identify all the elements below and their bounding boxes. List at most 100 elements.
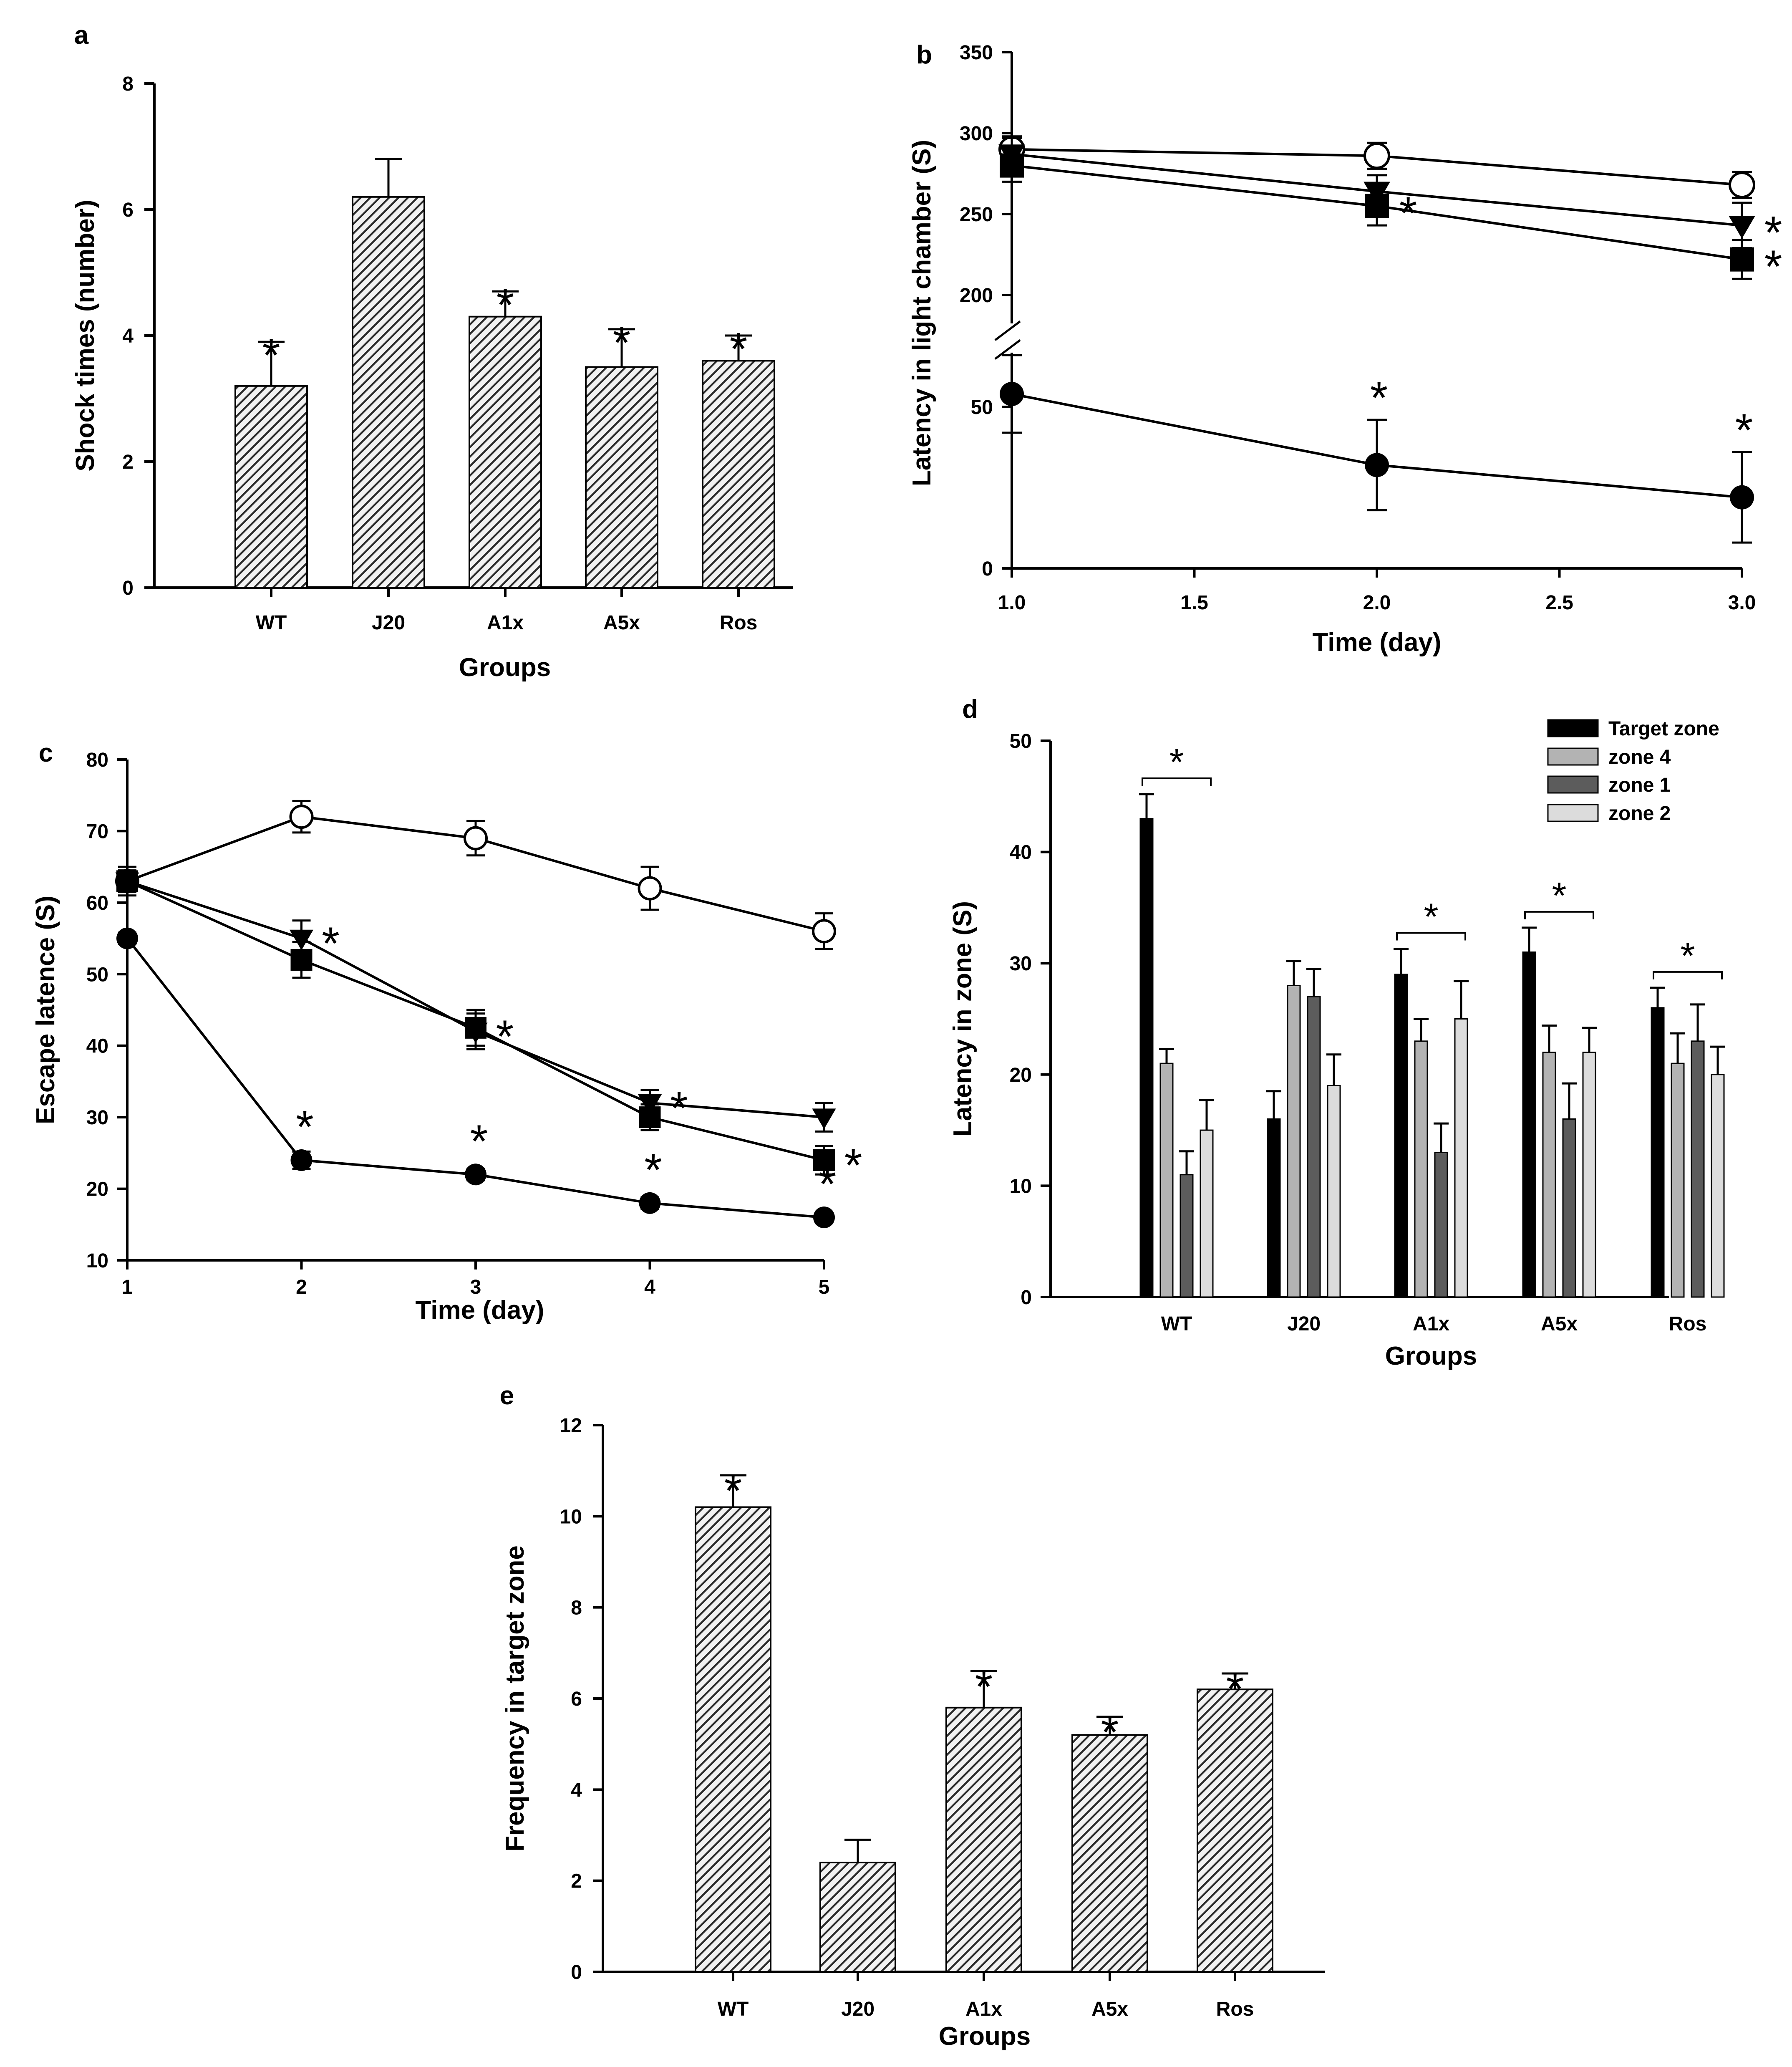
panel-b-axis-break [994,339,1021,360]
panel-d-bar-WT-zone-4 [1159,1063,1174,1298]
panel-e-xtick-label: A5x [1091,1998,1128,2020]
panel-d-ytick-label: 40 [1010,842,1032,864]
panel-d-xtick-label: WT [1161,1313,1192,1335]
panel-c-ylabel: Escape latence (S) [31,896,60,1124]
panel-d-ytick-label: 50 [1010,730,1032,752]
panel-b-marker-open-circle [1729,172,1755,199]
panel-d-ylabel: Latency in zone (S) [948,901,977,1137]
panel-b-marker-filled-square [1730,247,1754,272]
panel-b-letter: b [916,40,932,69]
panel-e-xtick-label: A1x [965,1998,1002,2020]
panel-b-xtick-label: 1.0 [998,592,1026,614]
panel-b-ytick-label: 200 [960,285,993,307]
panel-b-marker-open-circle [1364,142,1390,169]
panel-c-significance: * [844,1140,862,1191]
panel-d-bar-Ros-target-zone [1651,1007,1665,1298]
panel-a-xtick-label: Ros [720,612,758,634]
panel-b-marker-filled-square [1365,194,1389,218]
panel-e-ytick-label: 6 [571,1688,582,1710]
panel-b-ytick-label: 50 [971,396,993,419]
panel-d-xlabel: Groups [1385,1342,1477,1370]
panel-c-marker-filled-square [290,949,313,971]
panel-d-legend-label: zone 2 [1608,803,1671,825]
panel-c-marker-open-circle [289,805,314,829]
panel-e: e 0 2 4 6 8 10 12 WT * J20 A1x * A5x * Ros * Groups Freque… [500,1381,1325,2051]
panel-b-ytick-label: 0 [982,558,993,580]
panel-d-significance-bracket [1142,777,1212,786]
panel-a-bar-Ros [702,360,775,588]
panel-c-marker-open-circle [812,919,836,944]
panel-a-significance: * [497,279,514,331]
panel-c-marker-open-circle [464,826,488,851]
panel-d-bar-Ros-zone-1 [1691,1040,1705,1298]
panel-e-significance: * [724,1465,742,1517]
panel-d-legend-swatch [1547,775,1599,794]
panel-b-xlabel: Time (day) [1313,628,1442,657]
panel-e-xtick-label: J20 [841,1998,875,2020]
panel-b-significance: * [1399,188,1417,239]
panel-e-bar-A5x [1071,1734,1148,1973]
panel-e-bar-Ros [1197,1688,1273,1973]
panel-b-significance: * [1764,241,1782,293]
panel-c-ytick-label: 80 [86,749,108,771]
panel-d-legend-label: Target zone [1608,718,1719,740]
panel-c-significance: * [819,1158,837,1210]
panel-d-ytick-label: 30 [1010,953,1032,975]
panel-c-significance: * [496,1011,514,1062]
panel-a-significance: * [730,323,748,375]
panel-e-ylabel: Frequency in target zone [501,1545,529,1852]
panel-d-significance: * [1424,896,1438,938]
panel-e-bar-WT [695,1506,771,1973]
panel-a-xtick-label: WT [256,612,287,634]
panel-d-xtick-label: Ros [1669,1313,1707,1335]
panel-e-ytick-label: 10 [560,1506,582,1528]
panel-c-ytick-label: 10 [86,1250,108,1272]
panel-d: d 0 10 20 30 40 50 WT * J20 A1x * A5x * Ros * Target zon… [948,695,1725,1370]
panel-e-letter: e [500,1381,514,1410]
panel-d-ytick-label: 20 [1010,1064,1032,1086]
panel-d-bar-J20-zone-4 [1287,985,1301,1298]
panel-d-bar-WT-zone-1 [1180,1174,1194,1298]
panel-d-significance: * [1680,935,1695,977]
panel-c-significance: * [296,1101,314,1153]
panel-b-ylabel: Latency in light chamber (S) [907,140,936,486]
panel-d-bar-J20-zone-2 [1327,1085,1341,1298]
panel-c-significance: * [322,918,340,969]
panel-b-marker-filled-circle [1365,453,1389,477]
panel-c-marker-filled-circle [116,927,138,949]
panel-d-significance: * [1552,875,1566,917]
panel-d-bar-A5x-zone-2 [1582,1051,1596,1298]
panel-b-marker-filled-square [1000,153,1024,178]
panel-e-xlabel: Groups [939,2022,1031,2051]
panel-c-marker-filled-circle [290,1149,313,1171]
panel-e-ytick-label: 0 [571,1961,582,1984]
panel-a-bar-WT [234,385,308,588]
panel-d-bar-A5x-zone-1 [1562,1118,1576,1298]
panel-d-bar-A1x-target-zone [1394,974,1408,1298]
panel-b-significance: * [1735,404,1753,456]
panel-d-ytick-label: 10 [1010,1175,1032,1197]
panel-b-xtick-label: 2.0 [1363,592,1391,614]
panel-c-ytick-label: 70 [86,820,108,843]
panel-c-marker-filled-triangle-down [812,1108,836,1129]
panel-d-significance-bracket [1653,971,1723,979]
panel-d-bar-J20-zone-1 [1307,996,1321,1298]
panel-d-bar-Ros-zone-2 [1711,1074,1725,1298]
panel-a-ytick-label: 8 [122,73,134,95]
panel-d-legend-swatch [1547,804,1599,822]
panel-d-bar-Ros-zone-4 [1671,1063,1685,1298]
panel-d-bar-A5x-zone-4 [1542,1051,1556,1298]
panel-c-xtick-label: 4 [644,1276,655,1298]
panel-a-letter: a [74,21,89,50]
panel-d-significance-bracket [1524,911,1594,919]
panel-c-letter: c [39,739,53,767]
panel-c-ytick-label: 60 [86,892,108,914]
panel-c-marker-filled-square [465,1017,486,1039]
panel-b-ytick-label: 300 [960,123,993,145]
panel-d-bar-A1x-zone-1 [1434,1151,1448,1298]
panel-b-marker-filled-circle [1000,382,1024,406]
panel-c-ytick-label: 20 [86,1179,108,1201]
